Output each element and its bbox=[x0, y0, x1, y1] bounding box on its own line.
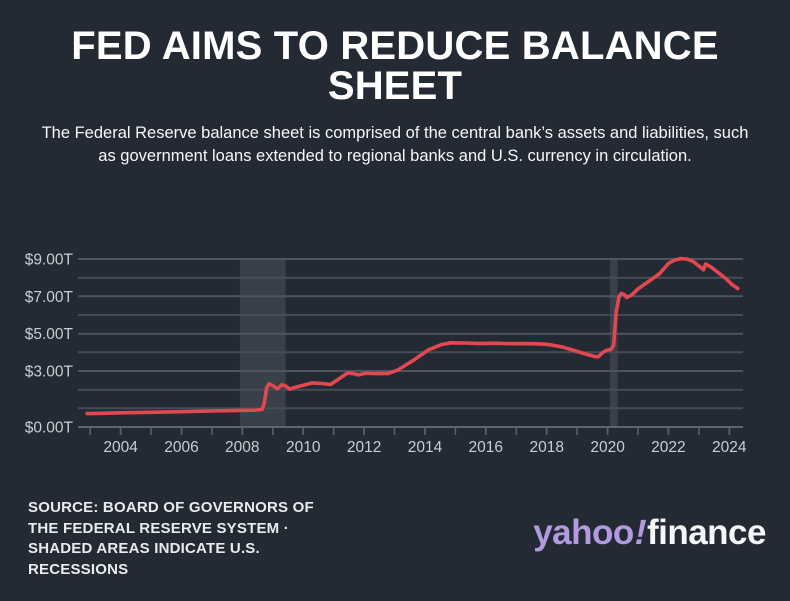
x-axis-label: 2020 bbox=[590, 439, 625, 456]
x-axis-label: 2004 bbox=[103, 439, 138, 456]
recession-band bbox=[239, 259, 286, 427]
x-axis-label: 2024 bbox=[712, 439, 747, 456]
x-axis-label: 2018 bbox=[529, 439, 563, 456]
balance-sheet-chart: $0.00T $3.00T $5.00T $7.00T $9.00T 2004 2006 20… bbox=[0, 239, 790, 474]
y-axis-label: $7.00T bbox=[25, 289, 74, 306]
page-title-line1: FED AIMS TO REDUCE BALANCE bbox=[71, 24, 719, 68]
x-axis-label: 2006 bbox=[164, 439, 198, 456]
x-axis-label: 2008 bbox=[225, 439, 259, 456]
balance-sheet-chart-svg: $0.00T $3.00T $5.00T $7.00T $9.00T 2004 2006 20… bbox=[25, 252, 747, 457]
x-axis-label: 2012 bbox=[347, 439, 381, 456]
page-title-line2: SHEET bbox=[327, 64, 463, 108]
y-axis-label: $9.00T bbox=[25, 252, 74, 269]
balance-sheet-line bbox=[85, 256, 740, 416]
finance-wordmark: finance bbox=[646, 513, 767, 552]
yahoo-finance-logo: yahoo!finance bbox=[533, 513, 766, 553]
source-note: SOURCE: BOARD OF GOVERNORS OF THE FEDERA… bbox=[28, 499, 314, 579]
page-title: FED AIMS TO REDUCE BALANCE SHEET bbox=[35, 26, 755, 106]
x-axis-label: 2022 bbox=[651, 439, 685, 456]
x-axis-label: 2014 bbox=[408, 439, 443, 456]
y-axis-label: $5.00T bbox=[25, 326, 74, 343]
y-axis-label: $0.00T bbox=[25, 420, 74, 437]
chart-description: The Federal Reserve balance sheet is com… bbox=[41, 124, 749, 166]
x-axis-label: 2016 bbox=[469, 439, 503, 456]
y-axis-label: $3.00T bbox=[25, 364, 74, 381]
x-axis-label: 2010 bbox=[286, 439, 321, 456]
yahoo-wordmark: yahoo bbox=[533, 513, 634, 552]
